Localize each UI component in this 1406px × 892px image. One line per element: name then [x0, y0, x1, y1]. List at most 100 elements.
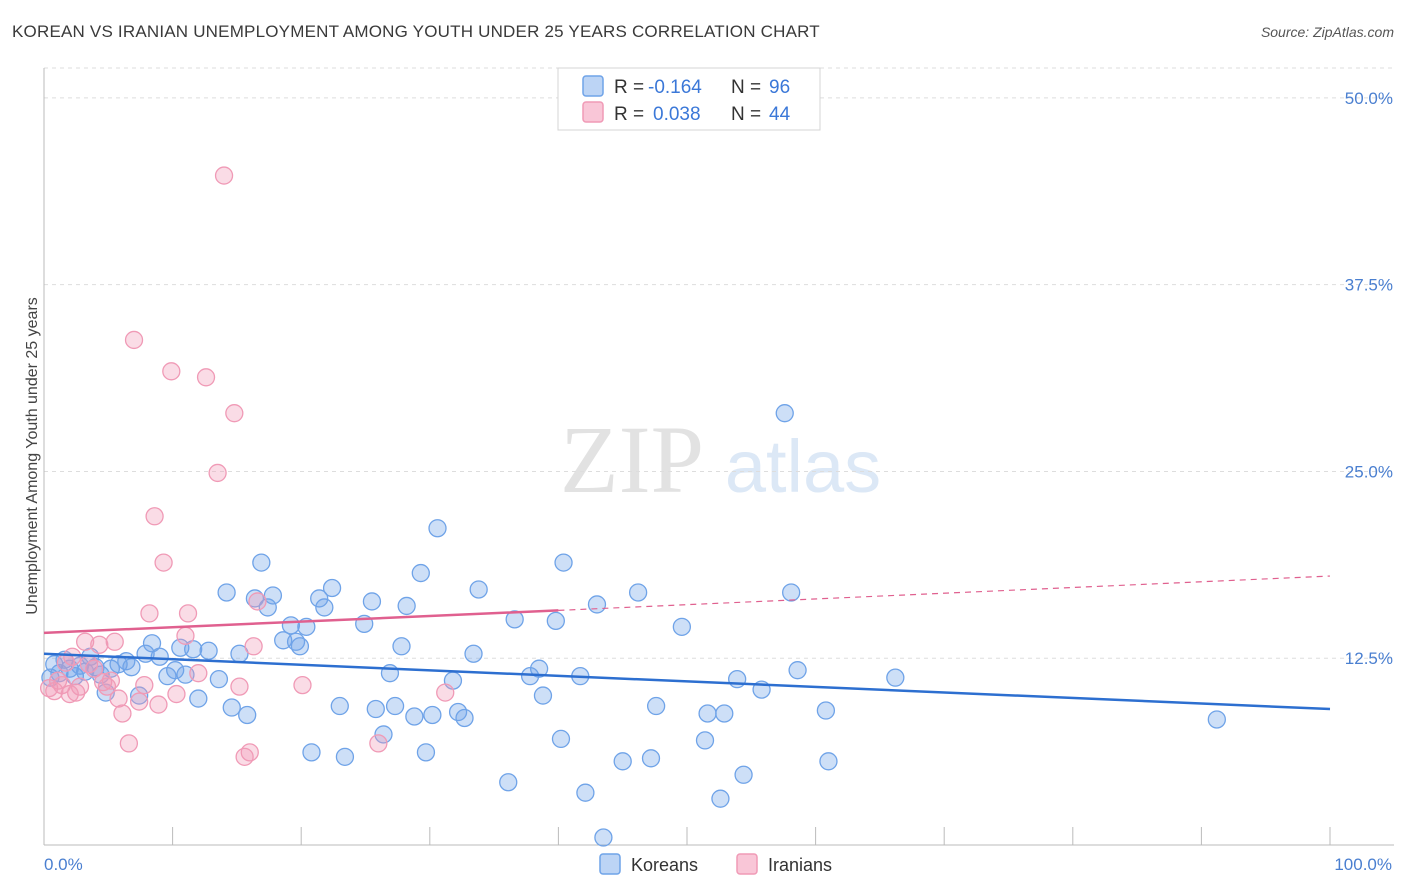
korean-point	[715, 704, 734, 723]
legend-iranian-r-label: R =	[614, 104, 644, 125]
legend-iranian-r-value: 0.038	[653, 104, 701, 125]
korean-point	[310, 589, 329, 608]
y-tick-label: 37.5%	[1345, 276, 1393, 295]
iranian-point	[178, 604, 198, 623]
korean-point	[469, 580, 488, 599]
legend-korean-r-label: R =	[614, 77, 644, 98]
korean-point	[130, 686, 149, 705]
korean-point	[302, 743, 321, 762]
iranian-point	[70, 677, 90, 696]
korean-point	[258, 598, 277, 617]
iranian-point	[208, 463, 227, 483]
korean-point	[281, 616, 301, 635]
bottom-legend-iranian-label: Iranians	[768, 855, 832, 875]
y-tick-label: 25.0%	[1345, 462, 1393, 481]
iranian-point	[113, 704, 132, 723]
korean-point	[330, 696, 349, 716]
legend-iranian-n-label: N =	[731, 104, 761, 125]
iranian-point	[436, 683, 455, 702]
korean-point	[672, 617, 692, 636]
korean-point	[613, 752, 632, 771]
iranian-point	[189, 664, 208, 683]
y-tick-label: 50.0%	[1345, 89, 1393, 108]
korean-point	[189, 689, 208, 708]
korean-point	[362, 592, 382, 611]
legend-korean-swatch	[582, 75, 604, 97]
iranian-point	[176, 626, 195, 645]
iranian-trend-line	[43, 609, 559, 635]
korean-point	[385, 696, 405, 716]
korean-point	[142, 634, 162, 653]
korean-point	[529, 659, 549, 678]
watermark-atlas: atlas	[725, 425, 881, 508]
bottom-legend: Koreans Iranians	[599, 853, 832, 875]
korean-point	[397, 596, 416, 616]
iranian-point	[140, 604, 159, 623]
korean-point	[533, 686, 553, 705]
korean-point	[646, 696, 666, 716]
korean-point	[554, 553, 573, 572]
grid-lines	[44, 67, 1394, 659]
iranian-point	[154, 553, 173, 572]
korean-point	[886, 668, 905, 687]
korean-point	[217, 583, 236, 602]
korean-point	[263, 586, 283, 605]
iranian-point	[240, 743, 259, 762]
iranian-point	[135, 675, 154, 695]
korean-point	[499, 773, 518, 792]
top-legend: R = -0.164 N = 96 R = 0.038 N = 44	[557, 67, 821, 131]
iranian-point	[214, 166, 234, 185]
korean-point	[551, 729, 571, 749]
korean-point	[505, 610, 524, 629]
korean-point	[322, 578, 342, 598]
korean-point	[587, 595, 607, 614]
korean-point	[734, 765, 753, 784]
iranian-point	[76, 632, 95, 651]
korean-point	[150, 647, 169, 666]
korean-point	[374, 725, 393, 744]
chart-title: KOREAN VS IRANIAN UNEMPLOYMENT AMONG YOU…	[12, 22, 820, 41]
korean-point	[245, 589, 265, 608]
korean-point	[315, 598, 334, 617]
legend-iranian-swatch	[582, 101, 604, 123]
iranian-point	[248, 592, 267, 611]
korean-point	[166, 661, 185, 680]
korean-point	[455, 708, 474, 728]
iranian-point	[63, 647, 82, 666]
iranian-point	[130, 692, 149, 711]
iranian-point	[293, 675, 312, 695]
iranian-point	[167, 684, 186, 704]
korean-point	[698, 704, 717, 723]
korean-point	[464, 644, 483, 663]
iranian-point	[145, 507, 164, 526]
x-tick-label-max: 100.0%	[1334, 855, 1392, 874]
korean-point	[1207, 710, 1226, 729]
korean-point	[122, 658, 141, 677]
korean-point	[775, 404, 794, 423]
korean-point	[576, 783, 595, 802]
korean-point	[428, 519, 447, 538]
iranian-point	[124, 330, 144, 350]
korean-point	[209, 669, 229, 689]
iranian-trend-extension	[558, 575, 1331, 612]
korean-point	[546, 611, 565, 631]
iranian-point	[101, 671, 121, 690]
korean-point	[695, 731, 715, 750]
iranian-point	[196, 368, 216, 387]
iranian-point	[109, 689, 128, 708]
korean-point	[788, 661, 807, 680]
iranian-point	[60, 684, 79, 704]
y-tick-label: 12.5%	[1345, 649, 1393, 668]
legend-korean-n-label: N =	[731, 77, 761, 98]
iranian-point	[119, 734, 139, 753]
korean-point	[641, 749, 661, 768]
legend-korean-n-value: 96	[769, 77, 790, 98]
iranian-point	[149, 695, 168, 714]
korean-point	[335, 747, 355, 766]
korean-point	[423, 705, 442, 725]
legend-korean-r-value: -0.164	[648, 77, 702, 98]
korean-point	[405, 707, 424, 726]
korean-point	[411, 563, 430, 583]
korean-point	[252, 553, 271, 572]
korean-point	[416, 743, 436, 762]
